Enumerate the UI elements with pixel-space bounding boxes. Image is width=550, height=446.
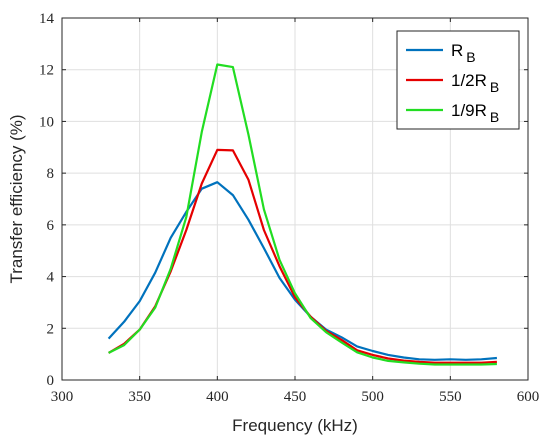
y-tick-label: 14 <box>39 11 55 27</box>
x-tick-label: 550 <box>439 389 462 405</box>
y-tick-label: 2 <box>47 321 55 337</box>
legend-label-subscript: B <box>490 109 499 125</box>
x-tick-label: 450 <box>284 389 307 405</box>
y-tick-label: 10 <box>39 114 54 130</box>
legend: R B1/2R B1/9R B <box>396 30 520 130</box>
x-tick-label: 600 <box>517 389 540 405</box>
x-tick-label: 350 <box>128 389 151 405</box>
y-tick-label: 12 <box>39 63 54 79</box>
x-tick-label: 400 <box>206 389 229 405</box>
y-axis-label: Transfer efficiency (%) <box>7 114 26 283</box>
legend-label-subscript: B <box>490 79 499 95</box>
legend-label-subscript: B <box>466 49 475 65</box>
x-tick-label: 300 <box>51 389 74 405</box>
series-lines <box>107 63 497 366</box>
legend-label-text: 1/2R <box>451 71 487 90</box>
y-tick-label: 6 <box>47 218 55 234</box>
x-tick-label: 500 <box>361 389 384 405</box>
x-axis-label: Frequency (kHz) <box>232 416 358 435</box>
legend-label-3: 1/9R B <box>451 101 499 125</box>
legend-label-text: R <box>451 41 463 60</box>
ticks: 300 350 400 450 500 550 600 0 2 4 6 8 10 12 14 <box>39 11 539 405</box>
legend-label-2: 1/2R B <box>451 71 499 95</box>
series-line-3 <box>108 63 497 366</box>
y-tick-label: 0 <box>47 373 55 389</box>
y-tick-label: 4 <box>47 270 55 286</box>
legend-label-text: 1/9R <box>451 101 487 120</box>
y-tick-label: 8 <box>47 166 55 182</box>
